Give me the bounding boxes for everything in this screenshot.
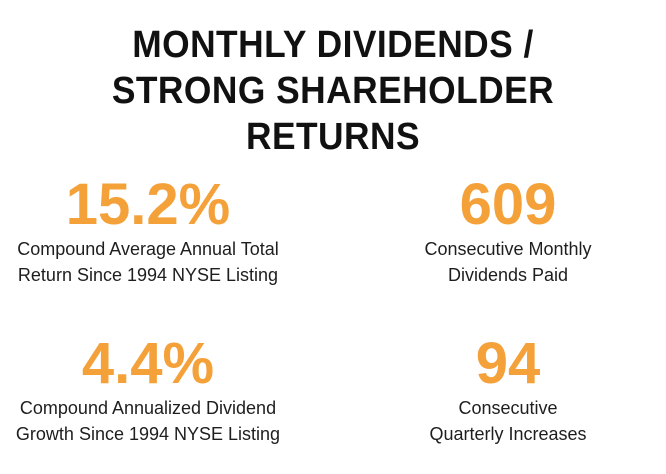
page-title-line-2: STRONG SHAREHOLDER RETURNS	[111, 70, 555, 158]
stat-description: Consecutive Quarterly Increases	[360, 395, 656, 447]
stat-description-line: Return Since 1994 NYSE Listing	[17, 265, 279, 285]
stat-description-line: Quarterly Increases	[429, 424, 587, 444]
stat-description-line: Dividends Paid	[447, 265, 569, 285]
page-title: MONTHLY DIVIDENDS / STRONG SHAREHOLDER R…	[23, 22, 642, 160]
stat-description-line: Growth Since 1994 NYSE Listing	[15, 424, 281, 444]
stat-dividend-growth: 4.4% Compound Annualized Dividend Growth…	[0, 333, 296, 447]
stat-description-line: Compound Average Annual Total	[17, 239, 279, 259]
stat-description-line: Compound Annualized Dividend	[19, 398, 277, 418]
stat-total-return: 15.2% Compound Average Annual Total Retu…	[0, 174, 296, 288]
stat-value: 4.4%	[81, 331, 215, 396]
page-title-line-1: MONTHLY DIVIDENDS /	[132, 24, 534, 66]
stat-description: Compound Average Annual Total Return Sin…	[0, 236, 296, 288]
stat-value: 94	[475, 331, 541, 396]
stat-value: 609	[459, 172, 557, 237]
stat-quarterly-increases: 94 Consecutive Quarterly Increases	[360, 333, 656, 447]
stat-description-line: Consecutive Monthly	[424, 239, 592, 259]
stat-description-line: Consecutive	[458, 398, 558, 418]
stat-monthly-dividends: 609 Consecutive Monthly Dividends Paid	[360, 174, 656, 288]
stat-value: 15.2%	[65, 172, 231, 237]
stat-description: Consecutive Monthly Dividends Paid	[360, 236, 656, 288]
stat-description: Compound Annualized Dividend Growth Sinc…	[0, 395, 296, 447]
